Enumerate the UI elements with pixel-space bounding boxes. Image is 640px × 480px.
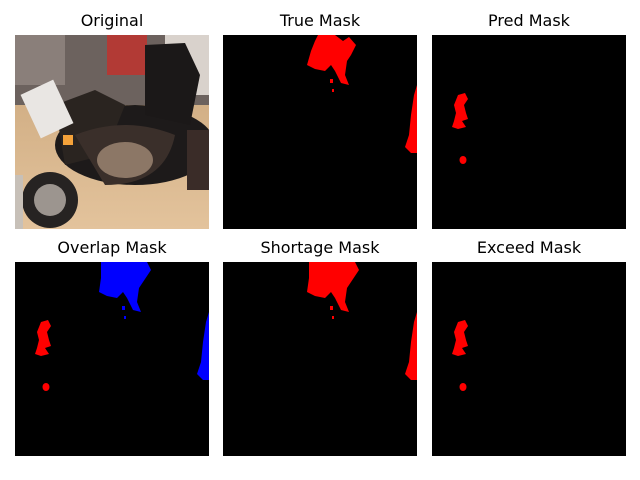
- panel-title: Shortage Mask: [260, 238, 380, 257]
- pred-mask: [432, 35, 626, 229]
- panel-title: Original: [80, 11, 144, 30]
- pred-mask-image: [432, 35, 626, 229]
- shortage-mask: [223, 262, 417, 456]
- overlap-mask-image: [15, 262, 209, 456]
- true-mask-image: [223, 35, 417, 229]
- original-image: [15, 35, 209, 229]
- panel-title: Exceed Mask: [476, 238, 582, 257]
- panel-title: Overlap Mask: [57, 238, 167, 257]
- exceed-mask-image: [432, 262, 626, 456]
- motorcycle-photo: [15, 35, 209, 229]
- panel-title: True Mask: [279, 11, 361, 30]
- panel-title: Pred Mask: [488, 11, 570, 30]
- true-mask: [223, 35, 417, 229]
- exceed-mask: [432, 262, 626, 456]
- shortage-mask-image: [223, 262, 417, 456]
- overlap-mask: [15, 262, 209, 456]
